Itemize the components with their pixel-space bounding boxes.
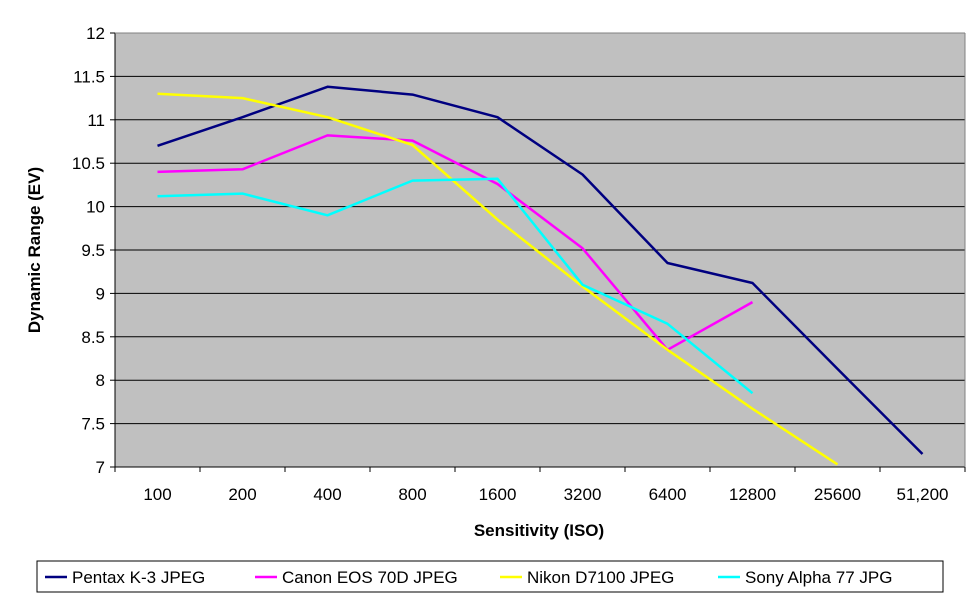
- y-tick-label: 8.5: [81, 328, 105, 347]
- legend-label: Canon EOS 70D JPEG: [282, 568, 458, 587]
- y-tick-label: 12: [86, 24, 105, 43]
- y-tick-label: 9: [96, 284, 105, 303]
- series-line-4: [157, 177, 754, 395]
- y-tick-label: 7: [96, 458, 105, 477]
- series-lines: [157, 85, 924, 466]
- axes: [110, 32, 966, 472]
- y-tick-label: 10: [86, 198, 105, 217]
- x-tick-label: 100: [143, 485, 171, 504]
- x-tick-label: 200: [228, 485, 256, 504]
- series-line-1: [157, 85, 924, 455]
- x-axis-title: Sensitivity (ISO): [474, 521, 604, 540]
- x-tick-label: 1600: [479, 485, 517, 504]
- legend-label: Nikon D7100 JPEG: [527, 568, 674, 587]
- x-tick-label: 800: [398, 485, 426, 504]
- x-tick-label: 400: [313, 485, 341, 504]
- x-tick-label: 12800: [729, 485, 776, 504]
- y-tick-labels: 7 7.5 8 8.5 9 9.5 10 10.5 11 11.5 12: [72, 24, 105, 477]
- y-tick-label: 11.5: [73, 67, 105, 86]
- y-tick-label: 9.5: [81, 241, 105, 260]
- y-tick-label: 8: [96, 371, 105, 390]
- x-tick-label: 25600: [814, 485, 861, 504]
- series-line-2: [157, 134, 754, 352]
- y-tick-label: 10.5: [72, 154, 105, 173]
- x-tick-label: 3200: [564, 485, 602, 504]
- legend-label: Pentax K-3 JPEG: [72, 568, 205, 587]
- x-tick-label: 6400: [649, 485, 687, 504]
- legend-box: [36, 560, 944, 593]
- legend: Pentax K-3 JPEG Canon EOS 70D JPEG Nikon D…: [36, 560, 944, 593]
- y-axis-title: Dynamic Range (EV): [25, 167, 44, 333]
- x-tick-labels: 100 200 400 800 1600 3200 6400 12800 25600 51,200: [143, 485, 948, 504]
- series-line-3: [157, 92, 839, 466]
- y-tick-label: 7.5: [81, 415, 105, 434]
- x-tick-label: 51,200: [897, 485, 949, 504]
- legend-label: Sony Alpha 77 JPG: [745, 568, 892, 587]
- y-tick-label: 11: [87, 111, 105, 130]
